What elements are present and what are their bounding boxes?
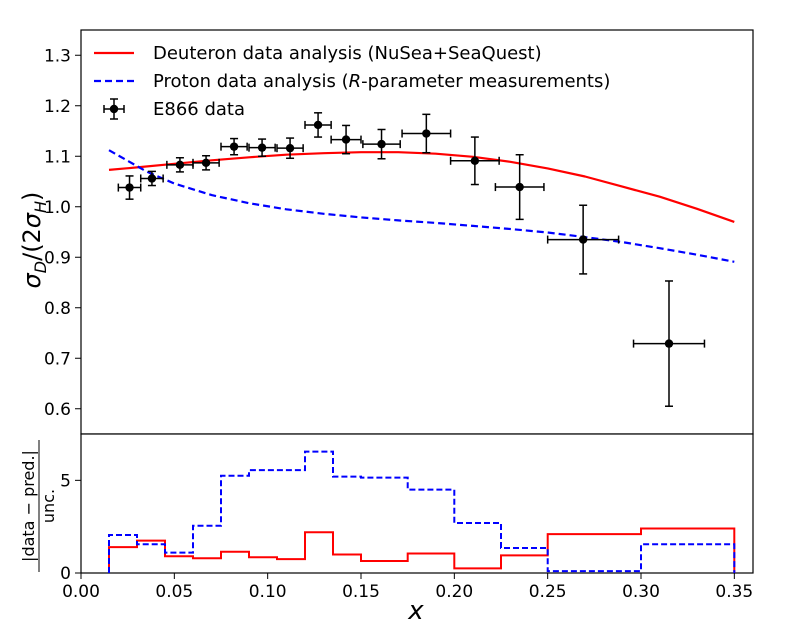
e866-data-point <box>248 138 276 157</box>
x-tick-label: 0.10 <box>249 582 287 602</box>
residual-y-tick-label: 5 <box>60 471 71 491</box>
data-marker <box>147 174 157 183</box>
residual-y-axis-label: |data − pred.| unc. <box>19 440 58 572</box>
x-tick-label: 0.05 <box>155 582 193 602</box>
e866-data-point <box>449 136 500 186</box>
data-marker <box>515 182 524 192</box>
main-y-axis-label: σD/(2σH) <box>18 192 50 289</box>
data-marker <box>578 235 588 244</box>
x-axis-label: x <box>407 596 424 626</box>
data-marker <box>422 129 431 138</box>
e866-data-point <box>166 157 194 173</box>
x-ticks: 0.00 0.05 0.10 0.15 0.20 0.25 0.30 0.35 <box>62 573 753 602</box>
legend-entry: E866 data <box>103 98 245 120</box>
x-tick-label: 0.15 <box>342 582 380 602</box>
data-marker <box>125 183 134 192</box>
e866-data-point <box>192 154 220 171</box>
main-y-tick-label: 1.1 <box>44 147 71 167</box>
proton-residual-step <box>108 450 736 573</box>
e866-data-point <box>330 124 362 155</box>
legend-marker <box>109 104 119 114</box>
main-y-tick-label: 0.9 <box>44 248 71 268</box>
residual-steps <box>108 450 736 573</box>
e866-data-point <box>304 112 332 138</box>
data-marker <box>341 135 351 144</box>
data-marker <box>201 158 211 168</box>
legend-label: Proton data analysis (R-parameter measur… <box>153 71 610 92</box>
main-y-tick-label: 1.3 <box>44 46 71 66</box>
e866-data-point <box>220 137 248 156</box>
x-tick-label: 0.25 <box>529 582 567 602</box>
residual-panel: 05 0.00 0.05 0.10 0.15 0.20 0.25 0.30 0.35 x |d… <box>19 433 754 626</box>
x-tick-label: 0.35 <box>715 582 753 602</box>
deuteron-residual-step <box>108 527 736 573</box>
proton-curve <box>108 149 735 263</box>
e866-data-point <box>632 280 706 407</box>
main-y-tick-label: 1.0 <box>44 198 71 218</box>
data-marker <box>313 120 323 130</box>
data-marker <box>470 156 480 165</box>
main-y-tick-label: 0.7 <box>44 349 71 369</box>
legend-entry: Proton data analysis (R-parameter measur… <box>94 71 610 92</box>
data-marker <box>377 139 386 149</box>
e866-data-point <box>401 113 452 154</box>
data-marker <box>229 142 239 151</box>
main-y-tick-label: 1.2 <box>44 97 71 117</box>
data-marker <box>664 339 674 348</box>
legend-label: E866 data <box>153 99 245 120</box>
residual-y-label-denominator: unc. <box>39 489 58 523</box>
residual-y-tick-label: 0 <box>60 564 71 584</box>
residual-y-ticks: 05 <box>60 471 81 584</box>
main-y-ticks: 0.6 0.7 0.8 0.9 1.0 1.1 1.2 1.3 <box>44 46 81 420</box>
x-tick-label: 0.30 <box>622 582 660 602</box>
data-marker <box>285 143 295 153</box>
e866-data-points <box>117 112 706 407</box>
e866-data-point <box>276 137 304 160</box>
e866-data-point <box>546 204 620 275</box>
e866-data-point <box>494 153 545 221</box>
residual-y-label-numerator: |data − pred.| <box>19 450 38 562</box>
main-y-tick-label: 0.8 <box>44 299 71 319</box>
legend: Deuteron data analysis (NuSea+SeaQuest) P… <box>94 43 610 120</box>
legend-label: Deuteron data analysis (NuSea+SeaQuest) <box>153 43 542 64</box>
data-marker <box>257 143 267 152</box>
data-marker <box>175 160 185 170</box>
e866-data-point <box>139 170 164 187</box>
x-tick-label: 0.20 <box>435 582 473 602</box>
e866-data-point <box>117 175 142 200</box>
x-tick-label: 0.00 <box>62 582 100 602</box>
e866-data-point <box>362 128 401 160</box>
legend-entry: Deuteron data analysis (NuSea+SeaQuest) <box>94 43 542 64</box>
main-y-tick-label: 0.6 <box>44 400 71 420</box>
main-panel: 0.6 0.7 0.8 0.9 1.0 1.1 1.2 1.3 σD/(2σH) Deuter… <box>18 29 754 435</box>
main-plot-area <box>80 29 754 435</box>
